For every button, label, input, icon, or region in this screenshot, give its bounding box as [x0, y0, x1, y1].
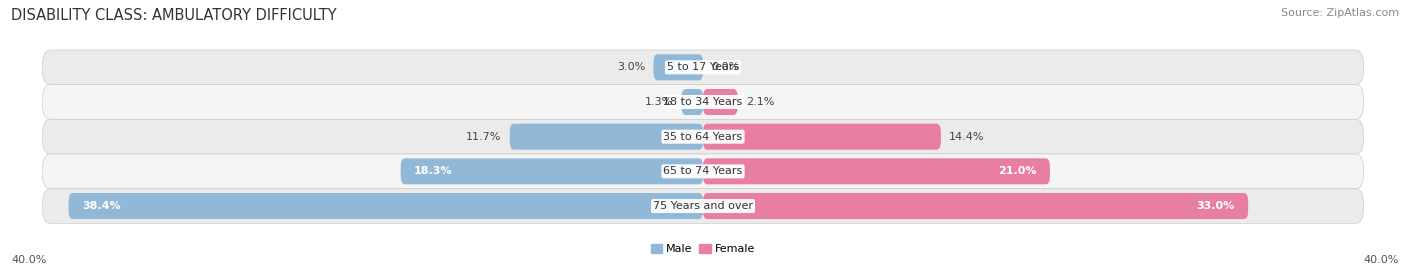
Text: 3.0%: 3.0% — [617, 62, 645, 72]
Text: 2.1%: 2.1% — [747, 97, 775, 107]
Text: 65 to 74 Years: 65 to 74 Years — [664, 166, 742, 176]
FancyBboxPatch shape — [42, 119, 1364, 154]
Text: 11.7%: 11.7% — [465, 132, 502, 142]
Text: 5 to 17 Years: 5 to 17 Years — [666, 62, 740, 72]
FancyBboxPatch shape — [510, 124, 703, 150]
FancyBboxPatch shape — [42, 189, 1364, 224]
Text: 75 Years and over: 75 Years and over — [652, 201, 754, 211]
Text: 35 to 64 Years: 35 to 64 Years — [664, 132, 742, 142]
FancyBboxPatch shape — [42, 154, 1364, 189]
Text: 18.3%: 18.3% — [413, 166, 453, 176]
FancyBboxPatch shape — [69, 193, 703, 219]
FancyBboxPatch shape — [703, 193, 1249, 219]
FancyBboxPatch shape — [654, 54, 703, 80]
FancyBboxPatch shape — [703, 124, 941, 150]
Text: 1.3%: 1.3% — [645, 97, 673, 107]
Legend: Male, Female: Male, Female — [647, 239, 759, 258]
Text: DISABILITY CLASS: AMBULATORY DIFFICULTY: DISABILITY CLASS: AMBULATORY DIFFICULTY — [11, 8, 337, 23]
Text: 33.0%: 33.0% — [1197, 201, 1234, 211]
Text: 18 to 34 Years: 18 to 34 Years — [664, 97, 742, 107]
Text: 14.4%: 14.4% — [949, 132, 984, 142]
FancyBboxPatch shape — [401, 158, 703, 184]
Text: 0.0%: 0.0% — [711, 62, 740, 72]
FancyBboxPatch shape — [42, 50, 1364, 85]
Text: Source: ZipAtlas.com: Source: ZipAtlas.com — [1281, 8, 1399, 18]
Text: 21.0%: 21.0% — [998, 166, 1036, 176]
Text: 40.0%: 40.0% — [1364, 255, 1399, 265]
FancyBboxPatch shape — [682, 89, 703, 115]
FancyBboxPatch shape — [703, 158, 1050, 184]
FancyBboxPatch shape — [42, 85, 1364, 119]
Text: 40.0%: 40.0% — [11, 255, 46, 265]
FancyBboxPatch shape — [703, 89, 738, 115]
Text: 38.4%: 38.4% — [82, 201, 121, 211]
